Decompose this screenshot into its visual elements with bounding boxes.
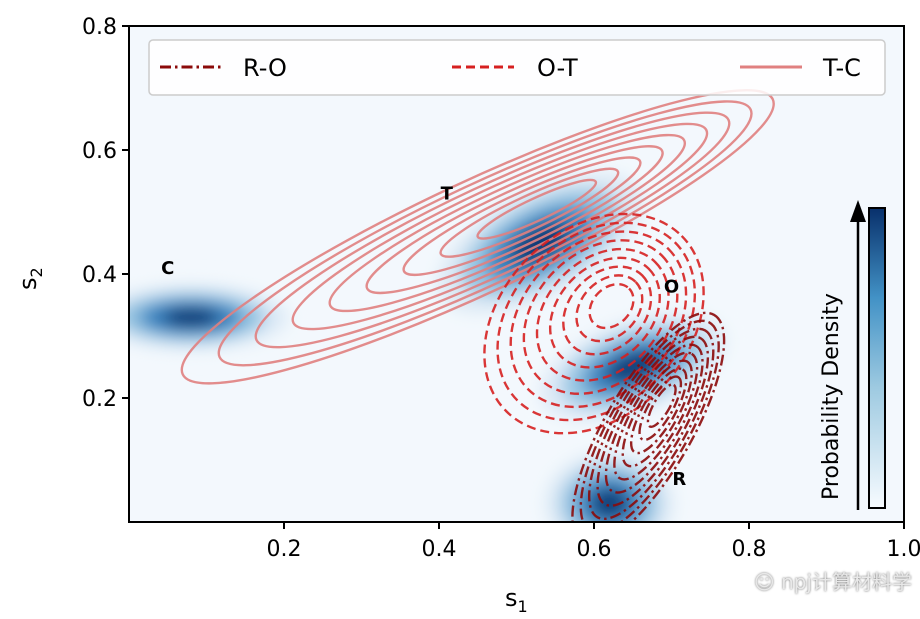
contour-line [588,282,635,330]
density-peak [129,277,312,358]
x-tick-label: 0.6 [577,537,612,562]
contour-line [217,100,753,367]
contour-line [365,145,664,295]
contour-line [638,375,683,442]
contour-line [571,311,726,522]
x-tick-label: 0.4 [422,537,457,562]
x-tick-label: 0.2 [267,537,302,562]
contour-line [562,265,653,356]
contour-line [509,230,688,409]
colorbar-arrow-head [850,200,866,222]
density-level [163,308,219,327]
contour-line [291,122,709,331]
contour-line [496,221,697,422]
state-label-t: T [441,184,454,205]
contour-line [328,133,687,313]
y-tick-label: 0.2 [82,387,117,412]
contour-line [535,247,670,382]
contour-series-r-o [571,311,726,522]
ticks-layer: 0.2 0.4 0.6 0.8 1.0 0.2 0.4 0.6 0.8 [82,15,920,562]
legend: R-O O-T T-C [148,39,886,96]
contour-line [579,319,720,522]
density-layer [129,155,748,522]
density-peak [528,438,691,522]
contour-line [596,335,710,507]
density-level [510,222,570,264]
x-tick-label: 0.8 [732,537,767,562]
y-tick-label: 0.6 [82,139,117,164]
contour-line [476,178,598,240]
contour-line [402,156,642,276]
contour-line [548,256,661,369]
density-level [590,488,629,519]
legend-label-t-c: T-C [822,54,861,82]
state-label-c: C [161,258,174,279]
watermark-text: npj计算材料学 [781,570,912,594]
watermark: ☺ npj计算材料学 [754,566,912,595]
contour-line [604,343,704,494]
state-labels: C T O R [161,184,686,490]
density-level [606,351,660,383]
y-tick-label: 0.4 [82,263,117,288]
legend-label-r-o: R-O [243,54,287,82]
state-label-r: R [672,469,686,490]
contour-line [254,111,731,349]
legend-box [148,39,886,96]
y-axis-label: s2 [14,267,46,290]
contour-line [646,383,677,428]
y-tick-label: 0.8 [82,15,117,40]
contour-layer [180,89,775,522]
colorbar: Probability Density [819,200,886,510]
state-label-o: O [664,277,679,298]
contour-line [621,359,693,468]
legend-label-o-t: O-T [537,54,578,82]
colorbar-label: Probability Density [819,293,844,500]
contour-line [180,89,775,385]
x-axis-label: s1 [505,584,528,616]
contour-line [439,167,620,258]
colorbar-gradient [868,207,886,509]
x-tick-label: 1.0 [887,537,920,562]
contour-line [587,327,715,521]
contour-line [575,274,644,343]
wechat-icon: ☺ [753,570,775,594]
contour-series-t-c [180,89,775,385]
